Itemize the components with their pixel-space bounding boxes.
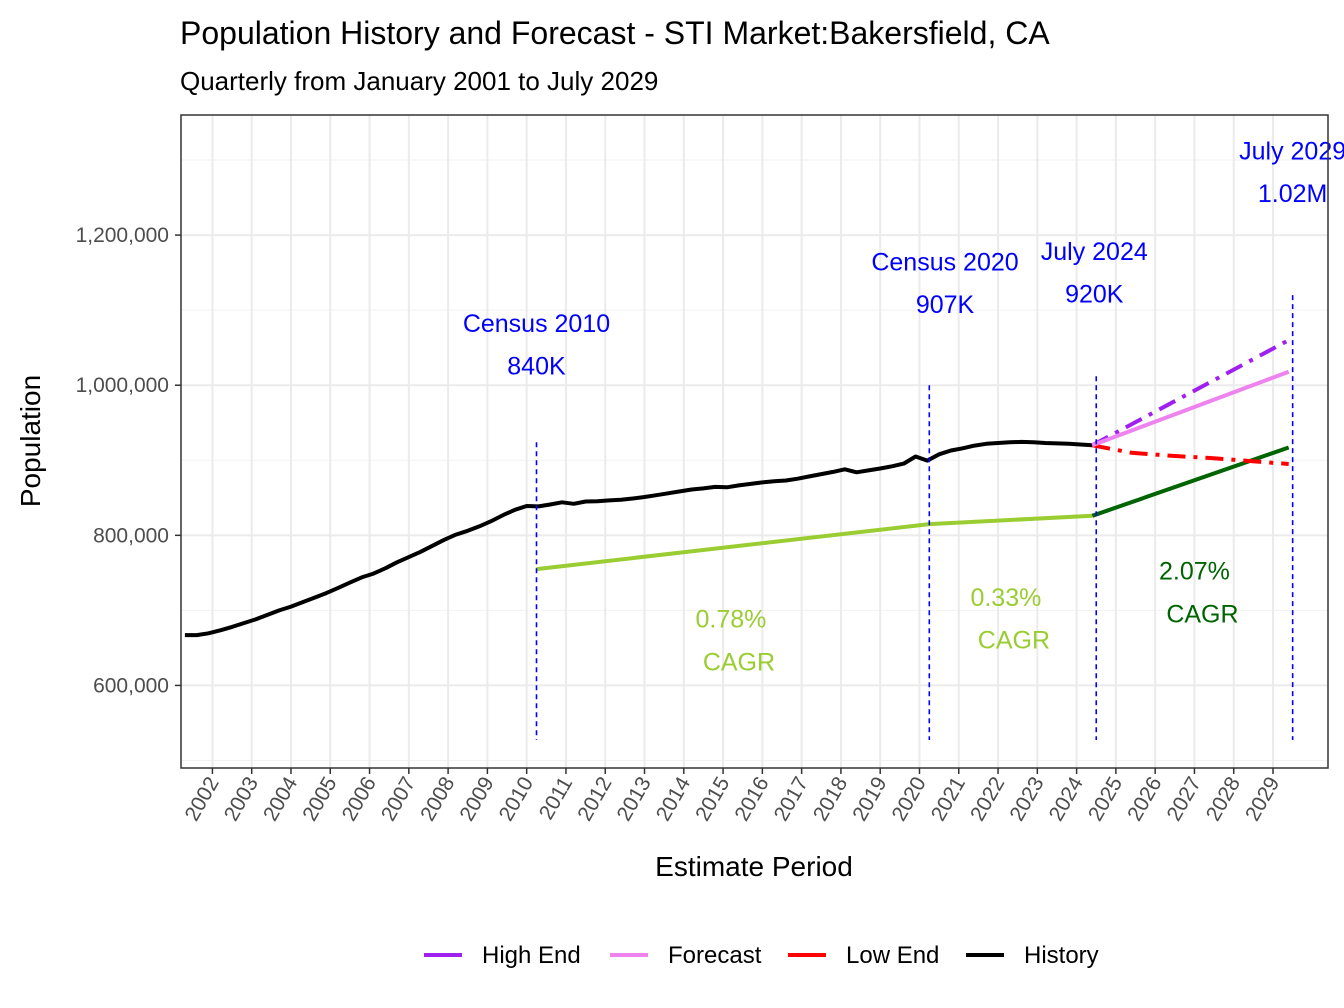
x-tick-label: 2005 [298, 773, 341, 825]
x-tick-label: 2025 [1084, 773, 1127, 825]
x-axis: 2002200320042005200620072008200920102011… [180, 768, 1284, 825]
x-tick-label: 2018 [809, 773, 852, 825]
reference-lines [535, 295, 1294, 740]
plot-border [180, 114, 1329, 769]
cagr-label: CAGR [1166, 600, 1238, 628]
x-tick-label: 2006 [338, 773, 381, 825]
x-tick-label: 2008 [416, 773, 459, 825]
x-tick-label: 2026 [1123, 773, 1166, 825]
y-tick-label: 600,000 [93, 674, 169, 697]
x-tick-label: 2020 [888, 773, 931, 825]
cagr-rate-label: 0.33% [970, 584, 1041, 612]
y-tick-label: 1,000,000 [76, 374, 169, 397]
x-tick-label: 2003 [220, 773, 263, 825]
annotation-label: July 2029 [1239, 137, 1344, 165]
chart-subtitle: Quarterly from January 2001 to July 2029 [180, 66, 658, 96]
cagr-label: CAGR [703, 648, 775, 676]
grid-lines [181, 115, 1328, 768]
x-tick-label: 2028 [1202, 773, 1245, 825]
y-axis-title: Population [15, 375, 46, 507]
legend-label: High End [482, 942, 581, 969]
x-tick-label: 2022 [966, 773, 1009, 825]
legend: High End Forecast Low End History [424, 942, 1099, 969]
y-tick-label: 1,200,000 [76, 224, 169, 247]
annotation-value: 1.02M [1258, 180, 1327, 208]
x-tick-label: 2011 [535, 773, 578, 824]
x-tick-label: 2024 [1045, 773, 1088, 825]
annotation-value: 840K [507, 353, 566, 381]
x-tick-label: 2029 [1241, 773, 1284, 825]
legend-label: History [1024, 942, 1099, 969]
x-tick-label: 2013 [613, 773, 656, 825]
series-lines [184, 338, 1290, 638]
plot-background [181, 115, 1328, 768]
x-tick-label: 2015 [691, 773, 734, 825]
x-axis-title: Estimate Period [655, 851, 853, 882]
series-cagr-2010-2020-line [536, 522, 930, 572]
series-forecast-line [1091, 369, 1290, 448]
cagr-rate-label: 0.78% [695, 606, 766, 634]
chart-title: Population History and Forecast - STI Ma… [180, 15, 1050, 51]
x-tick-label: 2021 [927, 773, 970, 825]
x-tick-label: 2009 [455, 773, 498, 825]
x-tick-label: 2004 [259, 773, 302, 825]
x-tick-label: 2019 [848, 773, 891, 825]
annotation-value: 907K [916, 291, 975, 319]
x-tick-label: 2016 [730, 773, 773, 825]
annotation-value: 920K [1065, 281, 1124, 309]
cagr-rate-label: 2.07% [1159, 558, 1230, 586]
series-cagr-2024-2029-line [1091, 445, 1290, 518]
series-low-end-line [1091, 443, 1289, 466]
annotation-label: Census 2020 [871, 248, 1018, 276]
series-cagr-2020-2024-line [929, 513, 1093, 527]
cagr-label: CAGR [978, 627, 1050, 655]
annotation-label: Census 2010 [463, 310, 610, 338]
x-tick-label: 2010 [495, 773, 538, 825]
series-history-line [184, 439, 1093, 638]
x-tick-label: 2014 [652, 773, 695, 825]
annotation-label: July 2024 [1041, 238, 1148, 266]
x-tick-label: 2002 [180, 773, 223, 825]
legend-label: Forecast [668, 942, 762, 969]
x-tick-label: 2027 [1162, 773, 1205, 825]
x-tick-label: 2012 [573, 773, 616, 825]
y-axis: 600,000 800,000 1,000,000 1,200,000 [76, 224, 181, 697]
y-tick-label: 800,000 [93, 524, 169, 547]
x-tick-label: 2007 [377, 773, 420, 825]
x-tick-label: 2023 [1005, 773, 1048, 825]
annotations: Census 2010 840K Census 2020 907K July 2024 9… [463, 137, 1344, 676]
x-tick-label: 2017 [770, 773, 813, 825]
legend-label: Low End [846, 942, 939, 969]
